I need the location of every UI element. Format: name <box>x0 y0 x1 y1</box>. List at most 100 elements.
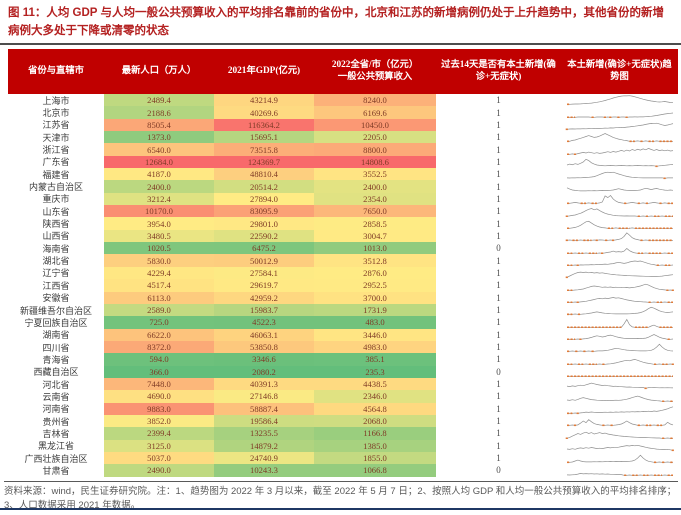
population-value: 3954.0 <box>104 217 214 230</box>
table-row: 福建省 4187.0 48810.4 3552.5 1 <box>8 168 678 181</box>
table-row: 辽宁省 4229.4 27584.1 2876.0 1 <box>8 266 678 280</box>
province-name: 海南省 <box>42 243 70 254</box>
province-name: 黑龙江省 <box>37 441 74 452</box>
table-row: 吉林省 2399.4 13235.5 1166.8 1 <box>8 427 678 440</box>
trend-cell <box>561 353 678 366</box>
gdp-value: 116364.2 <box>214 118 314 132</box>
gdp-value: 83095.9 <box>214 205 314 218</box>
new-cases-14d-flag: 1 <box>496 354 501 365</box>
gdp-value: 124369.7 <box>214 155 314 169</box>
province-name: 浙江省 <box>42 145 70 156</box>
gdp-value: 46063.1 <box>214 328 314 341</box>
table-row: 黑龙江省 3125.0 14879.2 1385.0 1 <box>8 439 678 452</box>
revenue-value: 6169.6 <box>314 106 436 119</box>
trend-cell <box>561 205 678 218</box>
population-value: 3212.4 <box>104 192 214 206</box>
trend-sparkline <box>566 419 673 427</box>
province-name: 贵州省 <box>42 416 70 427</box>
trend-sparkline <box>566 95 673 106</box>
table-row: 北京市 2188.6 40269.6 6169.6 1 <box>8 106 678 119</box>
new-cases-14d-flag: 0 <box>496 465 501 476</box>
new-cases-14d-flag: 1 <box>496 391 501 402</box>
population-value: 5830.0 <box>104 254 214 267</box>
population-value: 2399.4 <box>104 427 214 440</box>
new-cases-14d-flag: 1 <box>496 317 501 328</box>
revenue-value: 2876.0 <box>314 266 436 280</box>
population-value: 2400.0 <box>104 180 214 193</box>
revenue-value: 3700.0 <box>314 291 436 304</box>
gdp-value: 13235.5 <box>214 427 314 440</box>
new-cases-14d-flag: 1 <box>496 305 501 316</box>
revenue-value: 1385.0 <box>314 439 436 452</box>
new-cases-14d-flag: 1 <box>496 267 501 278</box>
gdp-value: 2080.2 <box>214 365 314 378</box>
revenue-value: 1166.8 <box>314 427 436 440</box>
trend-sparkline <box>566 147 673 155</box>
trend-sparkline <box>566 455 673 464</box>
revenue-value: 3004.7 <box>314 229 436 243</box>
trend-cell <box>561 217 678 230</box>
revenue-value: 3552.5 <box>314 168 436 181</box>
trend-sparkline <box>566 307 673 316</box>
header-province: 省份与直辖市 <box>28 65 84 76</box>
gdp-value: 42959.2 <box>214 291 314 304</box>
population-value: 6540.0 <box>104 143 214 156</box>
trend-sparkline <box>566 383 673 390</box>
trend-cell <box>561 192 678 206</box>
gdp-value: 40269.6 <box>214 106 314 119</box>
trend-cell <box>561 291 678 304</box>
title-separator-rule <box>0 43 681 45</box>
population-value: 4229.4 <box>104 266 214 280</box>
table-row: 江西省 4517.4 29619.7 2952.5 1 <box>8 279 678 292</box>
province-name: 上海市 <box>42 95 70 106</box>
trend-cell <box>561 402 678 415</box>
trend-cell <box>561 279 678 292</box>
trend-cell <box>561 242 678 255</box>
gdp-value: 53850.8 <box>214 340 314 354</box>
population-value: 594.0 <box>104 353 214 366</box>
new-cases-14d-flag: 1 <box>496 428 501 439</box>
table-row: 青海省 594.0 3346.6 385.1 1 <box>8 353 678 366</box>
new-cases-14d-flag: 1 <box>496 119 501 130</box>
province-name: 湖南省 <box>42 330 70 341</box>
trend-cell <box>561 254 678 267</box>
heatmap-table: 省份与直辖市 最新人口（万人） 2021年GDP(亿元) 2022全省/市（亿元… <box>8 49 678 477</box>
table-row: 陕西省 3954.0 29801.0 2858.5 1 <box>8 217 678 230</box>
province-name: 广东省 <box>42 157 70 168</box>
province-name: 内蒙古自治区 <box>28 182 83 193</box>
population-value: 6113.0 <box>104 291 214 304</box>
gdp-value: 19586.4 <box>214 414 314 428</box>
province-name: 甘肃省 <box>42 465 70 476</box>
table-row: 湖北省 5830.0 50012.9 3512.8 1 <box>8 254 678 267</box>
new-cases-14d-flag: 1 <box>496 379 501 390</box>
revenue-value: 10450.0 <box>314 118 436 132</box>
table-row: 贵州省 3852.0 19586.4 2068.0 1 <box>8 414 678 428</box>
new-cases-14d-flag: 1 <box>496 342 501 353</box>
gdp-value: 58887.4 <box>214 402 314 415</box>
new-cases-14d-flag: 1 <box>496 181 501 192</box>
table-row: 西藏自治区 366.0 2080.2 235.3 0 <box>8 365 678 378</box>
table-body: 上海市 2489.4 43214.9 8240.0 1 北京市 2188.6 40269.6 6… <box>8 94 678 477</box>
province-name: 山西省 <box>42 231 70 242</box>
trend-cell <box>561 427 678 440</box>
table-row: 江苏省 8505.4 116364.2 10450.0 1 <box>8 118 678 132</box>
gdp-value: 48810.4 <box>214 168 314 181</box>
province-name: 陕西省 <box>42 219 70 230</box>
revenue-value: 2068.0 <box>314 414 436 428</box>
trend-sparkline <box>566 344 673 353</box>
trend-sparkline <box>566 297 673 304</box>
trend-sparkline <box>566 112 673 118</box>
population-value: 5037.0 <box>104 451 214 465</box>
population-value: 7448.0 <box>104 377 214 391</box>
bottom-rule <box>0 508 681 510</box>
table-row: 上海市 2489.4 43214.9 8240.0 1 <box>8 94 678 107</box>
trend-cell <box>561 266 678 280</box>
trend-cell <box>561 451 678 465</box>
trend-cell <box>561 106 678 119</box>
new-cases-14d-flag: 1 <box>496 107 501 118</box>
source-note: 资料来源：wind，民生证券研究院。注：1、趋势图为 2022 年 3 月以来，… <box>4 481 678 513</box>
population-value: 9883.0 <box>104 402 214 415</box>
new-cases-14d-flag: 1 <box>496 416 501 427</box>
population-value: 2589.0 <box>104 303 214 317</box>
revenue-value: 7650.0 <box>314 205 436 218</box>
